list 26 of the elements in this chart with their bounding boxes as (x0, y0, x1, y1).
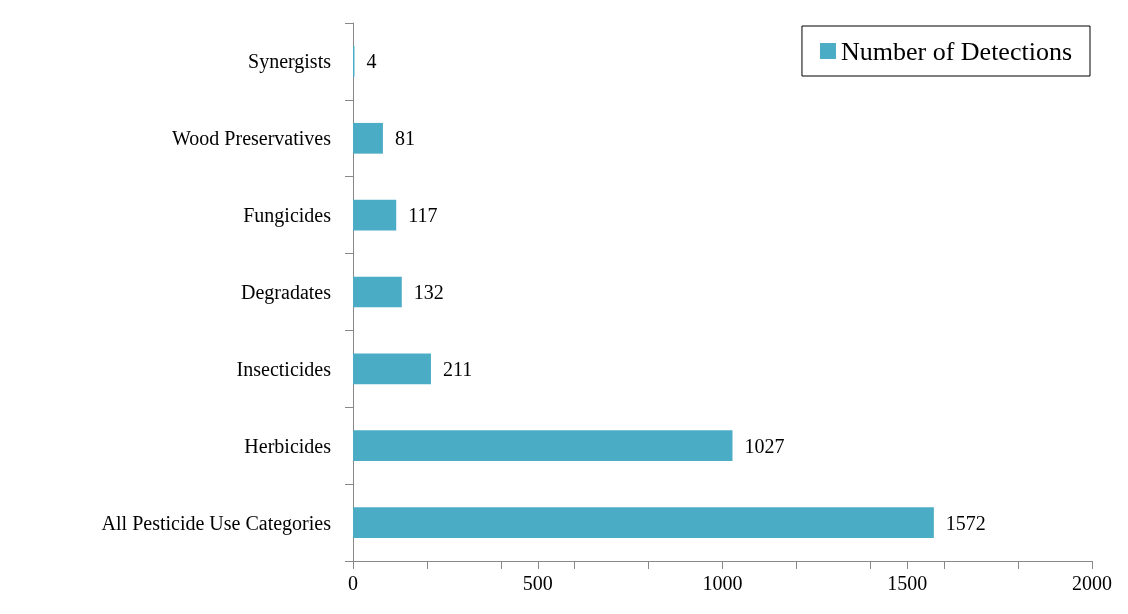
data-label: 117 (408, 204, 438, 227)
y-tick-label: Fungicides (243, 204, 332, 228)
data-label: 211 (442, 357, 473, 380)
y-tick-label: Degradates (241, 281, 332, 304)
data-label: 81 (394, 127, 415, 150)
y-tick-label: Wood Preservatives (172, 127, 332, 150)
bar (353, 430, 733, 462)
x-tick-label: 1500 (887, 572, 928, 594)
bar (353, 353, 431, 385)
y-tick-label: Synergists (248, 50, 332, 74)
bar (353, 276, 402, 308)
data-label: 1572 (945, 511, 986, 534)
bar (353, 199, 397, 231)
y-tick-label: All Pesticide Use Categories (101, 511, 332, 535)
data-label: 132 (413, 281, 444, 303)
data-label: 1027 (744, 434, 785, 457)
y-tick-label: Herbicides (244, 434, 332, 457)
y-tick-label: Insecticides (236, 357, 332, 380)
x-tick-label: 2000 (1072, 572, 1112, 594)
bar (353, 507, 934, 538)
x-tick-label: 1000 (702, 572, 743, 594)
legend-label: Number of Detections (840, 36, 1072, 66)
x-tick-label: 0 (348, 572, 358, 594)
bar (353, 122, 383, 154)
x-tick-label: 500 (522, 572, 553, 594)
data-label: 4 (366, 50, 377, 73)
